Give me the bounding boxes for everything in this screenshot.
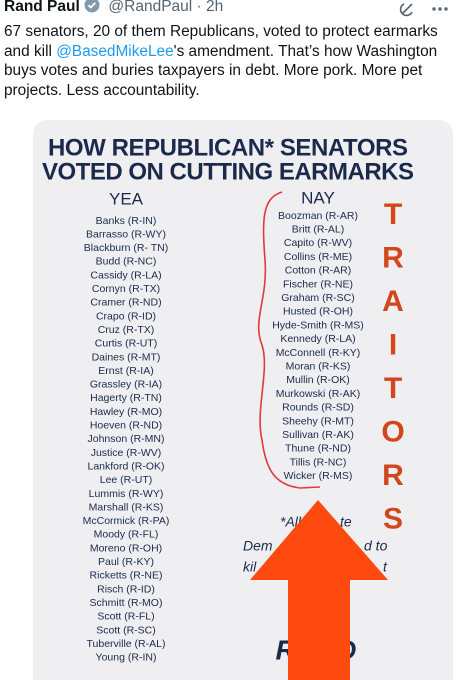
yea-senator: Ricketts (R-NE) [90,570,163,582]
traitors-letter: T [384,372,402,405]
nay-senator: Graham (R-SC) [281,292,355,304]
footnote-fragment: te [340,514,352,530]
yea-senator: Cramer (R-ND) [90,297,161,309]
tweet-text-part: 's amendment. That’s how Washington buys… [4,42,438,99]
yea-senator: Moody (R-FL) [94,529,159,541]
red-brace [257,191,321,489]
image-title: HOW REPUBLICAN* SENATORS [48,134,408,161]
yea-senator: Schmitt (R-MO) [90,597,163,609]
yea-senator: Moreno (R-OH) [90,542,162,554]
nay-senator: Capito (R-WV) [284,237,352,249]
traitors-letter: O [381,415,404,448]
nay-heading: NAY [301,188,335,207]
yea-senator: Lummis (R-WY) [89,488,164,500]
traitors-letter: A [382,285,404,318]
nay-senator: Wicker (R-MS) [284,470,353,482]
more-menu[interactable] [432,7,448,11]
nay-senator: Collins (R-ME) [284,251,352,263]
nay-senator: Husted (R-OH) [283,306,353,318]
nay-senator: Boozman (R-AR) [278,210,358,222]
nay-senator: Sheehy (R-MT) [282,415,354,427]
nay-senator: Rounds (R-SD) [282,402,354,414]
nay-senator: McConnell (R-KY) [276,347,361,359]
yea-senator: Cornyn (R-TX) [92,283,160,295]
arrow-graphic [250,500,388,680]
tweet-header: Rand Paul @RandPaul · 2h [4,0,223,16]
yea-senator: Justice (R-WV) [91,447,162,459]
nay-senator: Fischer (R-NE) [283,278,353,290]
traitors-letter: S [383,502,403,535]
traitors-letter: R [382,459,404,492]
nay-senator: Cotton (R-AR) [285,265,352,277]
yea-senator: Risch (R-ID) [97,583,155,595]
yea-senator: Crapo (R-ID) [96,310,156,322]
tweet-text-part: 67 senators, 20 of them Republicans, vot… [4,23,438,60]
yea-senator: Curtis (R-UT) [95,338,157,350]
tweet-actions [399,3,448,17]
yea-senator: Barrasso (R-WY) [86,228,166,240]
yea-senator: Johnson (R-MN) [87,433,164,445]
traitors-letter: I [389,328,397,361]
nay-senator: Kennedy (R-LA) [280,333,355,345]
nay-senator: Mullin (R-OK) [286,374,350,386]
image-title: VOTED ON CUTTING EARMARKS [42,158,414,185]
nay-senator: Thune (R-ND) [285,443,351,455]
grok-icon[interactable] [399,3,413,17]
nay-senator: Moran (R-KS) [286,360,351,372]
nay-senator: Britt (R-AL) [292,223,345,235]
author-handle[interactable]: @RandPaul · 2h [108,0,224,15]
traitors-letter: T [384,198,402,231]
nay-senator: Murkowski (R-AK) [276,388,361,400]
yea-senator: Banks (R-IN) [96,215,157,227]
footnote-fragment: d to [364,538,388,554]
footnote-fragment: t [383,559,388,575]
nay-senator: Hyde-Smith (R-MS) [272,319,364,331]
image-background [33,120,453,680]
yea-senator: Hagerty (R-TN) [90,392,162,404]
yea-senator: Grassley (R-IA) [90,379,162,391]
tweet-text: 67 senators, 20 of them Republicans, vot… [4,22,452,100]
yea-senator: Blackburn (R- TN) [84,242,168,254]
traitors-letter: R [382,241,404,274]
yea-senator: Scott (R-SC) [96,624,156,636]
yea-senator: Lee (R-UT) [100,474,153,486]
yea-heading: YEA [109,189,144,208]
footnote-fragment: Dem [243,538,273,554]
yea-senator: Paul (R-KY) [98,556,154,568]
yea-senator: Cassidy (R-LA) [90,269,161,281]
author-name[interactable]: Rand Paul [4,0,80,15]
yea-senator: Scott (R-FL) [97,611,154,623]
verified-badge [84,0,100,13]
nay-senator: Sullivan (R-AK) [282,429,354,441]
yea-senator: Tuberville (R-AL) [87,638,166,650]
yea-senator: Lankford (R-OK) [87,460,164,472]
yea-senator: Ernst (R-IA) [98,365,153,377]
yea-senator: Young (R-IN) [96,652,157,664]
yea-senator: Cruz (R-TX) [98,324,155,336]
yea-senator: Hoeven (R-ND) [90,420,162,432]
yea-senator: Daines (R-MT) [92,351,161,363]
yea-senator: Marshall (R-KS) [89,501,164,513]
footnote-fragment: kil [243,559,257,575]
yea-senator: McCormick (R-PA) [83,515,170,527]
yea-senator: Budd (R-NC) [96,256,157,268]
nay-senator: Tillis (R-NC) [290,456,347,468]
mention[interactable]: @BasedMikeLee [56,42,174,60]
yea-senator: Hawley (R-MO) [90,406,162,418]
